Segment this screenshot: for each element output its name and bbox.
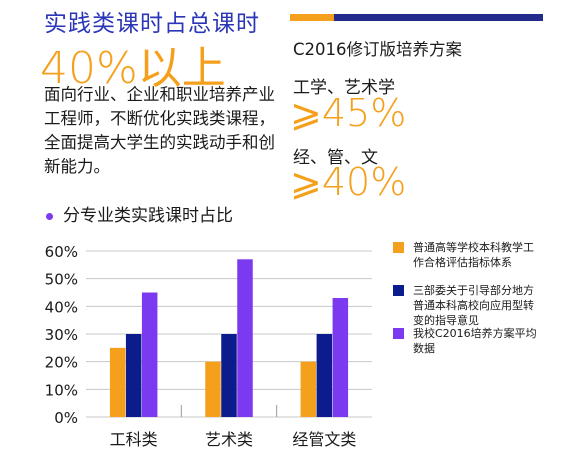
bar <box>316 334 333 417</box>
legend-item: 三部委关于引导部分地方普通本科高校向应用型转变的指导意见 <box>393 283 543 327</box>
chart-title-text: 分专业类实践课时占比 <box>63 206 233 226</box>
bar <box>221 334 237 417</box>
y-tick-label: 30% <box>45 326 78 344</box>
bar <box>141 292 158 417</box>
bar <box>205 361 221 417</box>
plan-item-value: ⩾45% <box>290 91 407 135</box>
legend-label: 普通高等学校本科教学工作合格评估指标体系 <box>413 241 534 269</box>
big-percent: 40%以上 <box>40 43 226 94</box>
legend-swatch <box>393 328 404 339</box>
bar <box>237 259 253 417</box>
description: 面向行业、企业和职业培养产业工程师，不断优化实践类课程，全面提高大学生的实践动手… <box>44 85 275 176</box>
x-tick-label: 经管文类 <box>292 430 356 449</box>
plan-item-label: 经、管、文 <box>293 148 378 168</box>
bar <box>109 347 126 417</box>
bar <box>300 361 317 417</box>
legend-swatch <box>393 285 404 296</box>
legend-label: 三部委关于引导部分地方普通本科高校向应用型转变的指导意见 <box>413 284 534 327</box>
plan-item-label: 工学、艺术学 <box>293 78 395 98</box>
x-tick-label: 工科类 <box>110 430 158 449</box>
bar <box>332 298 349 417</box>
accent-bar <box>290 14 543 21</box>
y-tick-label: 40% <box>45 298 78 316</box>
y-tick-label: 60% <box>45 243 78 261</box>
y-tick-label: 20% <box>45 354 78 372</box>
y-tick-label: 0% <box>54 409 78 427</box>
bar <box>125 334 142 417</box>
legend-item: 我校C2016培养方案平均数据 <box>393 326 543 370</box>
legend-swatch <box>393 242 404 253</box>
plan-item-value: ⩾40% <box>290 160 407 204</box>
y-tick-label: 50% <box>45 271 78 289</box>
x-tick-label: 艺术类 <box>205 430 253 449</box>
bullet-dot-icon <box>46 212 53 220</box>
legend-label: 我校C2016培养方案平均数据 <box>413 327 537 355</box>
chart-title: 分专业类实践课时占比 <box>46 201 233 226</box>
y-tick-label: 10% <box>45 381 78 399</box>
legend-item: 普通高等学校本科教学工作合格评估指标体系 <box>393 240 543 284</box>
headline: 实践类课时占总课时 <box>44 11 260 37</box>
plan-title: C2016修订版培养方案 <box>293 40 463 59</box>
